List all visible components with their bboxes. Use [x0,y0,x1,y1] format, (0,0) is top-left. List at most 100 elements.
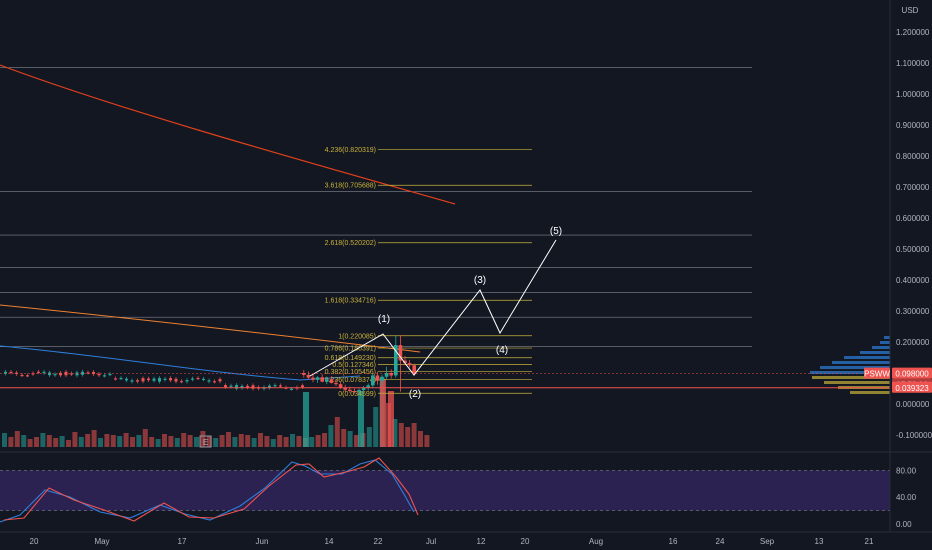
volume-bar [354,435,359,447]
candle-body [70,373,73,375]
price-tick-label: 0.300000 [896,307,930,316]
fib-level-label: 1.618(0.334716) [325,298,376,305]
volume-bar [373,407,379,447]
volume-bar [206,436,212,447]
ma-short-line [0,345,361,381]
wave-label: (5) [550,226,562,237]
osc-k-line [0,459,415,523]
price-tick-label: 0.900000 [896,121,930,130]
candle-body [325,379,329,382]
time-tick-label: 21 [865,537,874,546]
volume-bar [366,427,372,447]
time-tick-label: 14 [325,537,334,546]
volume-profile [0,336,890,394]
earnings-marker[interactable]: E [203,438,208,447]
earnings-marker-box[interactable] [199,435,212,448]
volume-bar [142,429,148,447]
time-tick-label: 24 [716,537,725,546]
volume-bar [264,436,270,447]
volume-bar [258,433,263,447]
volume-bar [53,438,59,447]
candle-body [147,378,150,381]
candle-body [202,378,205,380]
fib-level-label: 0.618(0.149230) [325,355,376,362]
time-tick-label: 17 [178,537,187,546]
low-price-tag: 0.039323 [895,384,929,393]
ma-long-line [0,64,456,205]
candle-body [20,374,24,377]
candle-body [229,385,233,387]
volume-bar [232,437,238,447]
fib-level-label: 0.786(0.180391) [325,346,376,353]
volume-bar [392,419,398,447]
candle-body [125,378,128,381]
volume-bar [277,435,283,447]
candle-body [9,371,13,374]
profile-bar [880,341,890,344]
candle-body [169,378,172,381]
volume-bar [91,430,97,447]
candle-body [59,372,62,376]
candle-body [251,385,255,389]
volume-bar [155,439,161,447]
candle-body [174,378,178,382]
price-tick-label: -0.100000 [896,431,932,440]
candle-body [338,384,343,388]
symbol-tag-box [864,367,890,379]
candle-body [352,390,357,393]
price-tick-label: 0.500000 [896,245,930,254]
time-tick-label: Aug [589,537,603,546]
volume-bar [418,431,423,447]
candle-body [180,381,183,383]
candle-body [240,385,244,389]
profile-bar [832,361,890,364]
volume-bar [341,429,347,447]
time-axis[interactable]: 20 May 17 Jun 14 22 Jul 12 20 Aug 16 24 Sep 13 21 [0,531,932,546]
price-tick-label: 1.000000 [896,90,930,99]
candle-body [306,374,311,378]
wave-label: (4) [496,345,508,356]
time-tick-label: Jun [256,537,269,546]
candle-body [398,345,403,361]
time-tick-label: 16 [669,537,678,546]
price-tick-label: 0.600000 [896,214,930,223]
candle-body [273,385,277,387]
profile-bar [860,351,890,354]
volume-bar [72,432,78,447]
fib-level-label: 0.382(0.105456) [325,369,376,376]
price-tick-label: 1.100000 [896,59,930,68]
volume-bar [123,433,129,447]
candle-body [389,373,393,376]
candle-body [136,380,139,382]
candle-body [268,385,271,388]
volume-bar [309,437,315,447]
candle-body [348,389,352,391]
volume-bar [424,435,430,447]
volume-bar [238,434,244,447]
volume-spike [380,379,386,447]
volume-bar [130,437,135,447]
candle-body [97,373,101,376]
volume-bar [322,433,327,447]
candle-body [329,379,334,383]
candle-body [302,373,306,375]
volume-bar [405,427,411,447]
candle-body [4,371,7,374]
volume-spike [388,391,394,447]
candle-body [37,371,40,373]
wave-label: (2) [409,389,421,400]
volume-bar [136,435,142,447]
candle-body [235,385,238,389]
profile-bar [884,336,890,339]
osc-tick-label: 40.00 [896,493,917,502]
fib-level-label: 3.618(0.705688) [325,183,376,190]
wave-path [309,239,557,377]
candle-body [213,381,216,383]
volume-bar [213,438,219,447]
volume-bar [46,435,52,447]
candle-body [334,382,338,385]
candle-body [86,372,90,374]
candle-body [53,374,57,376]
volume-bar [226,432,231,447]
